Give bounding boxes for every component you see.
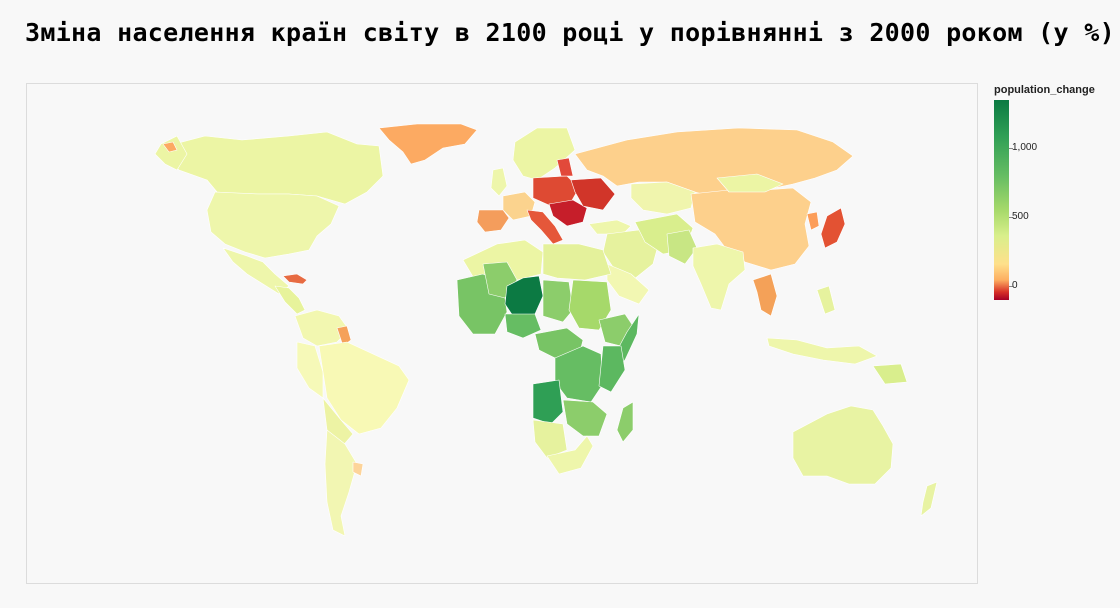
color-legend: population_change 1,000 500 0 (994, 84, 1114, 314)
country-greenland[interactable] (378, 123, 478, 165)
country-central-america[interactable] (274, 285, 306, 315)
country-zambia-mozambique[interactable] (562, 399, 608, 437)
country-balkans[interactable] (548, 199, 588, 227)
country-brazil[interactable] (318, 341, 410, 435)
country-russia[interactable] (574, 127, 854, 199)
legend-tick (1009, 286, 1013, 288)
country-canada[interactable] (164, 131, 384, 205)
country-new-zealand[interactable] (920, 481, 938, 517)
country-png[interactable] (872, 363, 908, 385)
country-scandinavia[interactable] (512, 127, 576, 181)
country-argentina[interactable] (324, 429, 358, 537)
country-iceland[interactable] (162, 141, 178, 153)
country-libya-egypt[interactable] (542, 243, 612, 281)
country-australia[interactable] (792, 405, 894, 485)
country-ukraine-belarus[interactable] (570, 177, 616, 211)
country-southeast-asia[interactable] (752, 273, 778, 317)
country-madagascar[interactable] (616, 401, 634, 443)
country-angola[interactable] (532, 379, 564, 425)
country-philippines[interactable] (816, 285, 836, 315)
country-bolivia-paraguay[interactable] (322, 397, 354, 449)
map-title: Зміна населення країн світу в 2100 році … (25, 18, 1115, 47)
country-south-africa[interactable] (546, 435, 594, 475)
country-kenya-tanzania[interactable] (598, 345, 626, 393)
legend-title: population_change (994, 84, 1095, 96)
country-guyana[interactable] (336, 325, 352, 347)
country-usa[interactable] (206, 191, 340, 259)
legend-tick-label: 1,000 (1012, 142, 1038, 154)
country-niger[interactable] (504, 275, 544, 317)
country-turkey[interactable] (588, 219, 632, 235)
country-uruguay[interactable] (352, 461, 364, 477)
legend-tick-label: 0 (1012, 280, 1018, 292)
country-pakistan[interactable] (666, 229, 698, 265)
world-map[interactable] (26, 83, 978, 584)
country-peru[interactable] (296, 341, 324, 399)
legend-tick (1009, 148, 1013, 150)
map-canvas (154, 123, 938, 537)
country-indonesia[interactable] (766, 337, 878, 365)
country-sudan[interactable] (568, 279, 612, 331)
country-italy[interactable] (526, 209, 564, 245)
country-kazakhstan[interactable] (630, 181, 696, 215)
country-chad[interactable] (542, 279, 574, 323)
country-india[interactable] (692, 243, 746, 311)
legend-tick-label: 500 (1012, 211, 1029, 223)
country-arabian-peninsula[interactable] (606, 263, 650, 305)
country-baltics[interactable] (556, 157, 574, 177)
legend-tick (1009, 217, 1013, 219)
country-korea[interactable] (806, 211, 820, 231)
country-spain-portugal[interactable] (476, 209, 510, 233)
country-nigeria[interactable] (504, 313, 542, 339)
country-japan[interactable] (820, 207, 846, 249)
country-uk[interactable] (490, 167, 508, 197)
country-cuba[interactable] (282, 273, 308, 285)
legend-color-bar (994, 100, 1009, 300)
country-namibia-botswana[interactable] (532, 419, 568, 459)
country-mongolia[interactable] (716, 173, 784, 193)
